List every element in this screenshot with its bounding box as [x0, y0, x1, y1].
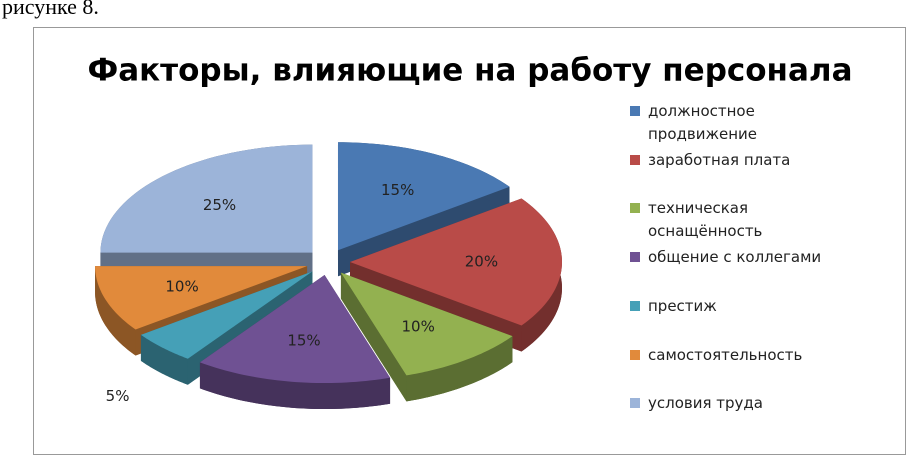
- slice: [337, 142, 510, 251]
- legend-item: должностное продвижение: [630, 100, 858, 146]
- legend-label: самостоятельность: [648, 345, 803, 364]
- legend-swatch: [630, 203, 640, 214]
- data-label: 15%: [287, 332, 320, 350]
- slice: [140, 271, 313, 359]
- legend-label: техническая оснащённость: [648, 199, 763, 241]
- legend-swatch: [630, 300, 640, 311]
- slice: [100, 144, 313, 253]
- data-label: 15%: [381, 181, 414, 199]
- legend-item: условия труда: [630, 392, 858, 415]
- legend-swatch: [630, 154, 640, 165]
- legend-item: престиж: [630, 295, 858, 318]
- legend-swatch: [630, 398, 640, 409]
- slice-side: [199, 362, 391, 410]
- slice-side: [406, 336, 513, 402]
- data-label: 25%: [203, 196, 236, 214]
- data-label: 5%: [106, 387, 130, 405]
- data-label: 20%: [465, 253, 498, 271]
- document-text: рисунке 8.: [2, 0, 99, 19]
- slice: [95, 266, 308, 330]
- legend-swatch: [630, 349, 640, 360]
- slice-side: [95, 266, 136, 356]
- legend-swatch: [630, 106, 640, 116]
- slice: [340, 272, 513, 376]
- legend-label: общение с коллегами: [648, 248, 822, 267]
- chart-frame: [33, 27, 906, 455]
- legend-item: заработная плата: [630, 149, 858, 172]
- data-label: 10%: [402, 317, 435, 335]
- legend-label: условия труда: [648, 394, 763, 413]
- slice: [350, 198, 562, 326]
- legend-item: самостоятельность: [630, 344, 858, 367]
- chart-title: Факторы, влияющие на работу персонала: [87, 53, 852, 89]
- legend-label: престиж: [648, 296, 717, 315]
- legend-label: должностное продвижение: [648, 102, 757, 143]
- legend-item: техническая оснащённость: [630, 197, 858, 243]
- legend-swatch: [630, 252, 640, 263]
- data-label: 10%: [165, 277, 198, 295]
- legend-item: общение с коллегами: [630, 246, 858, 269]
- slice: [199, 275, 391, 384]
- legend-label: заработная плата: [648, 150, 791, 169]
- slice-side: [340, 272, 407, 402]
- slice-side: [140, 334, 188, 385]
